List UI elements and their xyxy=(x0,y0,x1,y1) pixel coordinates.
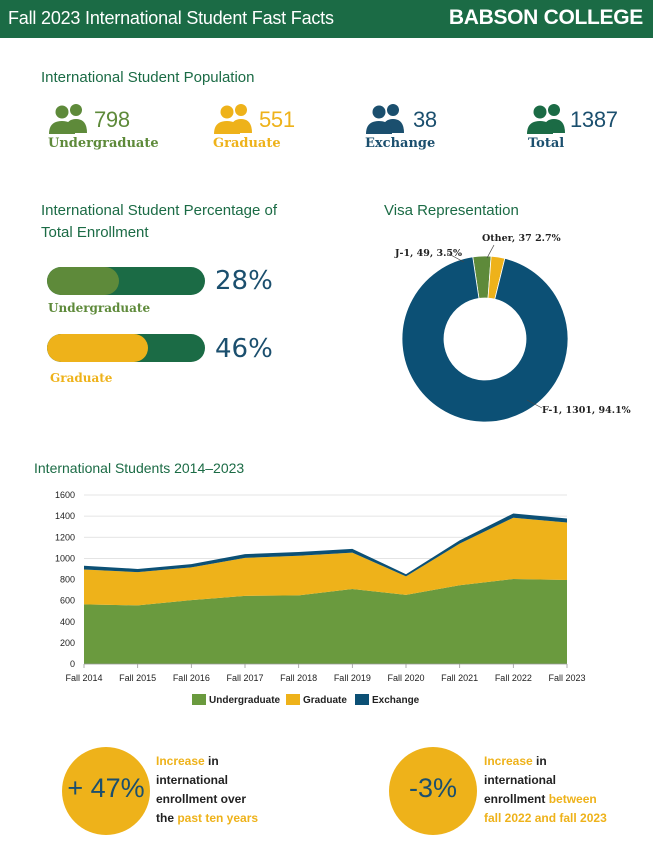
legend-item-undergraduate: Undergraduate xyxy=(192,694,280,706)
legend-item-graduate: Graduate xyxy=(286,694,347,706)
stat-exchange: 38 Exchange xyxy=(365,103,505,155)
fact-text: international xyxy=(156,773,229,787)
y-tick-label: 0 xyxy=(70,659,75,669)
progress-fill xyxy=(47,334,148,362)
fact-text: in xyxy=(532,754,547,768)
visa-heading: Visa Representation xyxy=(384,202,519,219)
x-tick-label: Fall 2020 xyxy=(387,673,424,683)
stat-total: 1387 Total xyxy=(526,103,653,155)
stat-label: Undergraduate xyxy=(48,136,159,151)
fact-circle-one-year: -3% xyxy=(389,747,477,835)
progress-label-graduate: Graduate xyxy=(50,371,113,385)
fact-text: enrollment over xyxy=(156,792,247,806)
fact-text: international xyxy=(484,773,557,787)
progress-bar-graduate xyxy=(47,334,205,362)
stat-value: 551 xyxy=(259,107,295,132)
stat-value: 38 xyxy=(413,107,437,132)
legend-label: Undergraduate xyxy=(209,695,281,706)
area-graduate xyxy=(84,517,567,606)
fact-text: the xyxy=(156,811,178,825)
y-tick-label: 1400 xyxy=(55,511,75,521)
fact-value: -3% xyxy=(408,773,457,803)
area-undergraduate xyxy=(84,578,567,664)
y-tick-label: 400 xyxy=(60,617,75,627)
x-tick-label: Fall 2017 xyxy=(226,673,263,683)
people-icon xyxy=(49,104,87,134)
stat-graduate: 551 Graduate xyxy=(213,103,353,155)
percentage-heading-line2: Total Enrollment xyxy=(41,224,149,241)
percentage-heading-line1: International Student Percentage of xyxy=(41,202,278,219)
y-tick-label: 800 xyxy=(60,575,75,585)
progress-label-undergraduate: Undergraduate xyxy=(48,301,151,315)
legend-swatch xyxy=(286,694,300,705)
y-tick-label: 1200 xyxy=(55,532,75,542)
donut-label-j1: J-1, 49, 3.5% xyxy=(394,248,462,259)
y-tick-label: 1000 xyxy=(55,553,75,563)
people-icon xyxy=(366,104,404,134)
stat-value: 1387 xyxy=(570,107,618,132)
population-heading: International Student Population xyxy=(41,69,255,86)
percentage-heading: International Student Percentage of Tota… xyxy=(41,200,277,244)
progress-fill xyxy=(47,267,119,295)
header-bar: Fall 2023 International Student Fast Fac… xyxy=(0,0,653,38)
y-tick-label: 200 xyxy=(60,638,75,648)
people-icon xyxy=(214,104,252,134)
stat-label: Exchange xyxy=(365,136,436,151)
page-title: Fall 2023 International Student Fast Fac… xyxy=(8,8,334,28)
donut-slice xyxy=(401,256,569,423)
y-tick-label: 1600 xyxy=(55,490,75,500)
x-tick-label: Fall 2018 xyxy=(280,673,317,683)
stat-label: Graduate xyxy=(213,136,281,151)
leader-line xyxy=(486,244,495,259)
stat-undergraduate: 798 Undergraduate xyxy=(48,103,188,155)
donut-slice xyxy=(487,255,506,300)
fact-text-one-year: Increase in international enrollment bet… xyxy=(484,752,607,828)
fact-value: + 47% xyxy=(67,773,145,803)
legend-swatch xyxy=(192,694,206,705)
x-tick-label: Fall 2014 xyxy=(65,673,102,683)
progress-bar-undergraduate xyxy=(47,267,205,295)
stat-value: 798 xyxy=(94,107,130,132)
chart-title: International Students 2014–2023 xyxy=(34,460,245,476)
donut-label-f1: F-1, 1301, 94.1% xyxy=(542,405,631,416)
legend-label: Graduate xyxy=(303,695,347,706)
legend-label: Exchange xyxy=(372,695,420,706)
x-tick-label: Fall 2022 xyxy=(495,673,532,683)
x-tick-label: Fall 2021 xyxy=(441,673,478,683)
fact-highlight: between xyxy=(548,792,597,806)
fact-highlight: Increase xyxy=(156,754,205,768)
percentage-value-undergraduate: 28% xyxy=(215,266,273,296)
legend-item-exchange: Exchange xyxy=(355,694,419,706)
fact-circle-ten-year: + 47% xyxy=(62,747,150,835)
x-tick-label: Fall 2023 xyxy=(548,673,585,683)
fact-text: in xyxy=(204,754,219,768)
area-exchange xyxy=(84,513,567,577)
percentage-value-graduate: 46% xyxy=(215,334,273,364)
fact-text: enrollment xyxy=(484,792,549,806)
leader-line xyxy=(446,252,465,263)
people-icon xyxy=(527,104,565,134)
fact-highlight: fall 2022 and fall 2023 xyxy=(484,811,607,825)
fact-highlight: Increase xyxy=(484,754,533,768)
x-tick-label: Fall 2019 xyxy=(334,673,371,683)
fact-text-ten-year: Increase in international enrollment ove… xyxy=(156,752,258,828)
x-tick-label: Fall 2016 xyxy=(173,673,210,683)
donut-slice xyxy=(472,255,492,299)
stat-label: Total xyxy=(528,136,565,151)
brand-logo-text: BABSON COLLEGE xyxy=(448,6,643,29)
legend-swatch xyxy=(355,694,369,705)
x-tick-label: Fall 2015 xyxy=(119,673,156,683)
fact-highlight: past ten years xyxy=(177,811,259,825)
donut-label-other: Other, 37 2.7% xyxy=(482,233,561,244)
y-tick-label: 600 xyxy=(60,596,75,606)
leader-line xyxy=(526,399,543,409)
